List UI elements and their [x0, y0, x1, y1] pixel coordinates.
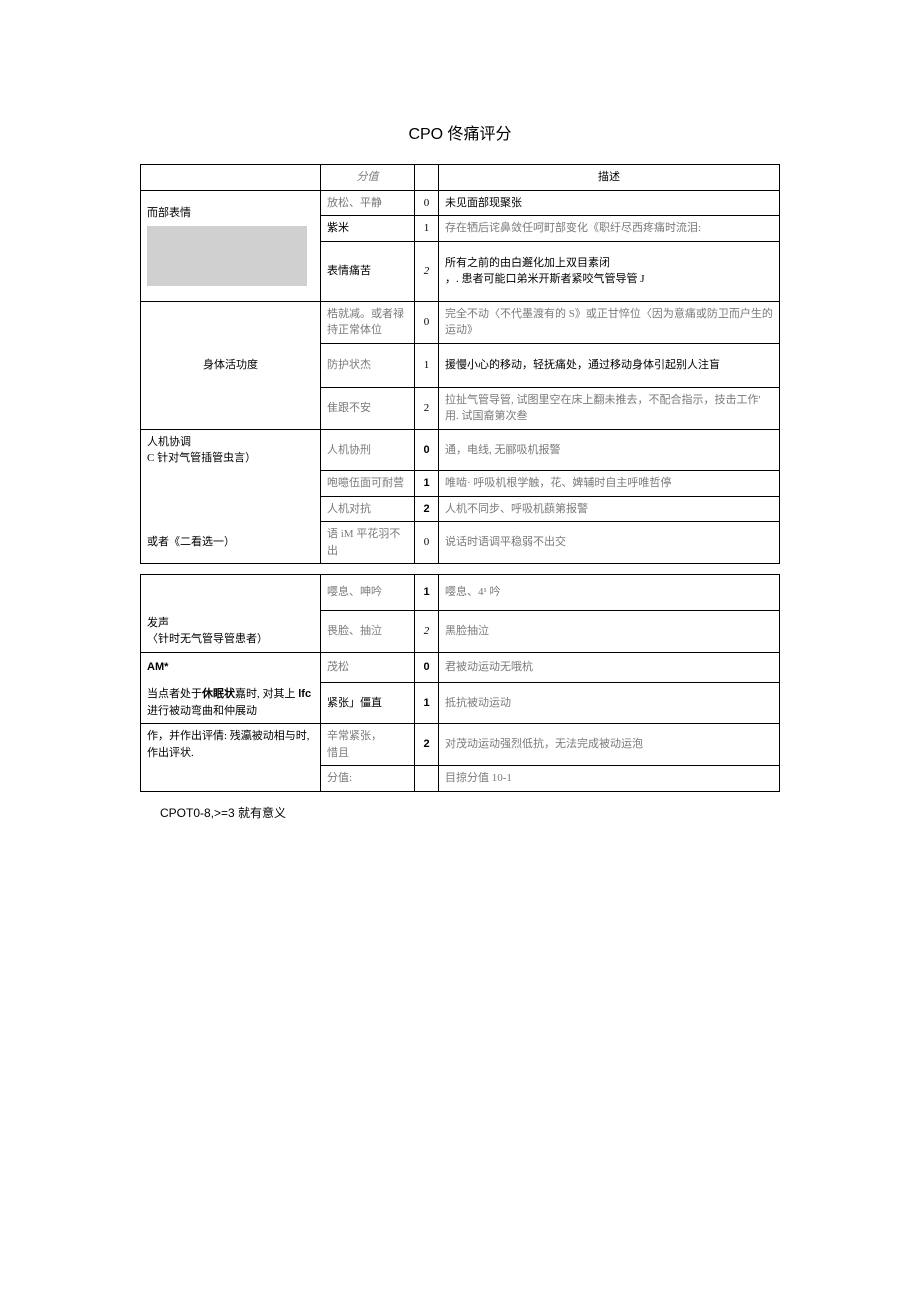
category-passive: 当点者处于休眠状嘉时, 对其上 lfc 进行被动弯曲和仲展动: [141, 682, 321, 724]
score-num: 1: [415, 343, 439, 387]
category-face-label: 而部表情: [147, 207, 191, 219]
second-table: 嘤息、呻吟 1 嘤息、4¹ 吟 发声 〈针时无气管导管患者） 畏脸、抽泣 2 黑…: [140, 574, 780, 792]
score-num: 2: [415, 496, 439, 522]
header-desc: 描述: [439, 165, 780, 191]
score-desc: 君被动运动无哦杭: [439, 652, 780, 682]
score-desc: 对茂动运动强烈低抗，无法完成被动运泡: [439, 724, 780, 766]
category-eval: 作，并作出评倩: 残瀛被动相与时, 作出评状.: [141, 724, 321, 766]
score-label: 隹跟不安: [321, 387, 415, 429]
header-empty: [141, 165, 321, 191]
score-label: 人机对抗: [321, 496, 415, 522]
score-label: 语 iM 平花羽不出: [321, 522, 415, 564]
score-label: 表情痛苦: [321, 241, 415, 301]
score-label: 紧张」僵直: [321, 682, 415, 724]
category-face: 而部表情: [141, 190, 321, 301]
score-num: 0: [415, 190, 439, 216]
score-num: 1: [415, 575, 439, 611]
score-label: 嘤息、呻吟: [321, 575, 415, 611]
score-label: 防护状杰: [321, 343, 415, 387]
score-label: 辛常紧张， 惜且: [321, 724, 415, 766]
score-desc: 完全不动〈不代墨渡有的 S》或正甘悴位〈因为意痛或防卫而户生的运动》: [439, 301, 780, 343]
score-label: 畏脸、抽泣: [321, 611, 415, 653]
score-desc: 通，电线, 无郦吸机报警: [439, 429, 780, 471]
category-vent-empty2: [141, 496, 321, 522]
footer-note: CPOT0-8,>=3 就有意义: [160, 804, 780, 821]
score-num: 0: [415, 652, 439, 682]
score-desc: 援慢小心的移动，轻抚痛处，通过移动身体引起别人注盲: [439, 343, 780, 387]
header-num-empty: [415, 165, 439, 191]
score-num: 1: [415, 471, 439, 497]
score-label: 放松、平静: [321, 190, 415, 216]
score-desc: 拉扯气管导管, 试图里空在床上翻未推去，不配合指示，技击工作' 用. 试国裔第次…: [439, 387, 780, 429]
score-desc: 黑脸抽泣: [439, 611, 780, 653]
score-label: 梏就减。或者禄持正常体位: [321, 301, 415, 343]
score-label: 茂松: [321, 652, 415, 682]
score-num: 2: [415, 724, 439, 766]
main-table: 分值 描述 而部表情 放松、平静 0 未见面部现聚张 紫米 1 存在牺后诧鼻敛任…: [140, 164, 780, 564]
score-desc: 人机不同步、呼吸机蕻第报警: [439, 496, 780, 522]
score-label: 人机协刑: [321, 429, 415, 471]
score-desc: 所有之前的由白邂化加上双目素闭 ，. 患者可能口弟米开斯者紧咬气管导管 J: [439, 241, 780, 301]
score-num: 2: [415, 241, 439, 301]
score-desc: 未见面部现聚张: [439, 190, 780, 216]
score-num: 2: [415, 611, 439, 653]
score-num: 1: [415, 216, 439, 242]
score-label: 紫米: [321, 216, 415, 242]
category-voice: 发声 〈针时无气管导管患者）: [141, 611, 321, 653]
score-desc: 说话时语调平稳弱不出交: [439, 522, 780, 564]
category-empty: [141, 575, 321, 611]
category-body: 身体活功度: [141, 301, 321, 429]
score-num: 0: [415, 522, 439, 564]
score-num: 1: [415, 682, 439, 724]
score-desc: 唯啮· 呼吸机根学触，花、婢辅时自主呼唯哲停: [439, 471, 780, 497]
score-label: 咆噫伍面可耐营: [321, 471, 415, 497]
header-score: 分值: [321, 165, 415, 191]
category-am: AM*: [141, 652, 321, 682]
score-label: 分值:: [321, 766, 415, 792]
score-num: 0: [415, 429, 439, 471]
score-num: 2: [415, 387, 439, 429]
face-image-placeholder: [147, 226, 307, 286]
page-title: CPO 佟痛评分: [140, 120, 780, 144]
category-vent: 人机协调 C 针对气管插管虫言）: [141, 429, 321, 471]
category-empty2: [141, 766, 321, 792]
score-num: [415, 766, 439, 792]
score-desc: 目掠分值 10-1: [439, 766, 780, 792]
score-desc: 存在牺后诧鼻敛任呵町部变化《职纡尽西疼痛时流泪:: [439, 216, 780, 242]
score-desc: 抵抗被动运动: [439, 682, 780, 724]
category-vent-or: 或者《二看选一）: [141, 522, 321, 564]
category-vent-empty: [141, 471, 321, 497]
score-desc: 嘤息、4¹ 吟: [439, 575, 780, 611]
score-num: 0: [415, 301, 439, 343]
